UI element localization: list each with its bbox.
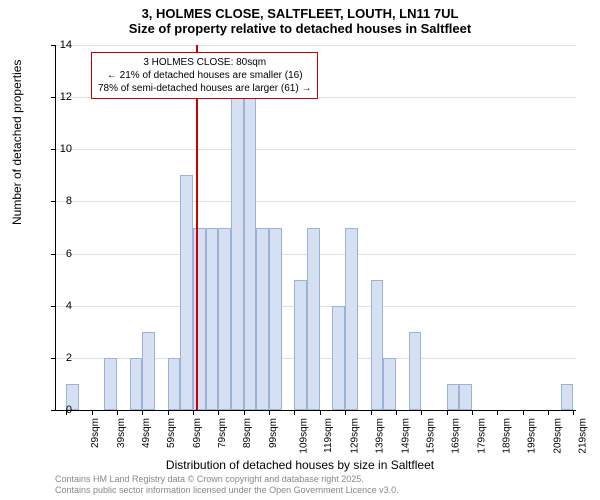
footer-attribution: Contains HM Land Registry data © Crown c… <box>55 474 399 497</box>
xtick-label: 119sqm <box>323 418 334 453</box>
histogram-bar <box>180 175 193 410</box>
xtick-mark <box>421 410 422 415</box>
xtick-label: 49sqm <box>141 418 152 448</box>
xtick-label: 149sqm <box>400 418 411 454</box>
xtick-mark <box>472 410 473 415</box>
annotation-line-1: 3 HOLMES CLOSE: 80sqm <box>98 56 311 69</box>
histogram-bar <box>218 228 231 411</box>
xtick-mark <box>168 410 169 415</box>
histogram-bar <box>383 358 396 410</box>
xtick-mark <box>92 410 93 415</box>
xtick-label: 129sqm <box>349 418 360 454</box>
xtick-label: 39sqm <box>116 418 127 448</box>
gridline <box>56 149 576 150</box>
xtick-label: 139sqm <box>375 418 386 454</box>
ytick-label: 10 <box>42 143 72 155</box>
xtick-mark <box>117 410 118 415</box>
histogram-bar <box>142 332 155 410</box>
xtick-label: 89sqm <box>242 418 253 448</box>
xtick-mark <box>396 410 397 415</box>
histogram-bar <box>206 228 219 411</box>
xtick-label: 199sqm <box>527 418 538 454</box>
xtick-label: 219sqm <box>578 418 589 454</box>
xtick-label: 69sqm <box>192 418 203 448</box>
histogram-bar <box>459 384 472 410</box>
xtick-label: 99sqm <box>268 418 279 448</box>
histogram-bar <box>269 228 282 411</box>
chart-area: 3 HOLMES CLOSE: 80sqm← 21% of detached h… <box>55 45 575 410</box>
xtick-label: 109sqm <box>299 418 310 454</box>
gridline <box>56 201 576 202</box>
xtick-mark <box>218 410 219 415</box>
ytick-label: 8 <box>42 195 72 207</box>
plot-area: 3 HOLMES CLOSE: 80sqm← 21% of detached h… <box>55 45 576 411</box>
xtick-mark <box>497 410 498 415</box>
xtick-label: 209sqm <box>552 418 563 454</box>
ytick-label: 6 <box>42 248 72 260</box>
annotation-box: 3 HOLMES CLOSE: 80sqm← 21% of detached h… <box>91 52 318 99</box>
histogram-bar <box>294 280 307 410</box>
histogram-bar <box>130 358 143 410</box>
xtick-mark <box>345 410 346 415</box>
xtick-label: 189sqm <box>502 418 513 454</box>
histogram-bar <box>345 228 358 411</box>
xtick-label: 159sqm <box>425 418 436 454</box>
chart-container: 3, HOLMES CLOSE, SALTFLEET, LOUTH, LN11 … <box>0 0 600 500</box>
histogram-bar <box>104 358 117 410</box>
ytick-label: 0 <box>42 404 72 416</box>
x-axis-label: Distribution of detached houses by size … <box>0 458 600 472</box>
footer-line-1: Contains HM Land Registry data © Crown c… <box>55 474 399 485</box>
title-sub: Size of property relative to detached ho… <box>0 21 600 40</box>
xtick-mark <box>193 410 194 415</box>
xtick-mark <box>142 410 143 415</box>
xtick-label: 79sqm <box>217 418 228 448</box>
annotation-line-3: 78% of semi-detached houses are larger (… <box>98 82 311 95</box>
xtick-mark <box>573 410 574 415</box>
histogram-bar <box>561 384 574 410</box>
xtick-mark <box>294 410 295 415</box>
histogram-bar <box>332 306 345 410</box>
histogram-bar <box>409 332 422 410</box>
xtick-mark <box>371 410 372 415</box>
xtick-label: 179sqm <box>476 418 487 454</box>
ytick-label: 4 <box>42 300 72 312</box>
histogram-bar <box>307 228 320 411</box>
xtick-label: 59sqm <box>166 418 177 448</box>
footer-line-2: Contains public sector information licen… <box>55 485 399 496</box>
histogram-bar <box>256 228 269 411</box>
histogram-bar <box>447 384 460 410</box>
xtick-mark <box>447 410 448 415</box>
histogram-bar <box>371 280 384 410</box>
xtick-mark <box>320 410 321 415</box>
highlight-line <box>196 45 198 410</box>
histogram-bar <box>244 97 257 410</box>
xtick-mark <box>523 410 524 415</box>
xtick-mark <box>244 410 245 415</box>
annotation-line-2: ← 21% of detached houses are smaller (16… <box>98 69 311 82</box>
xtick-label: 29sqm <box>90 418 101 448</box>
title-main: 3, HOLMES CLOSE, SALTFLEET, LOUTH, LN11 … <box>0 0 600 21</box>
histogram-bar <box>168 358 181 410</box>
ytick-label: 14 <box>42 39 72 51</box>
xtick-mark <box>548 410 549 415</box>
histogram-bar <box>231 97 244 410</box>
ytick-label: 12 <box>42 91 72 103</box>
xtick-label: 169sqm <box>451 418 462 454</box>
gridline <box>56 45 576 46</box>
ytick-label: 2 <box>42 352 72 364</box>
xtick-mark <box>269 410 270 415</box>
y-axis-label: Number of detached properties <box>10 60 24 225</box>
